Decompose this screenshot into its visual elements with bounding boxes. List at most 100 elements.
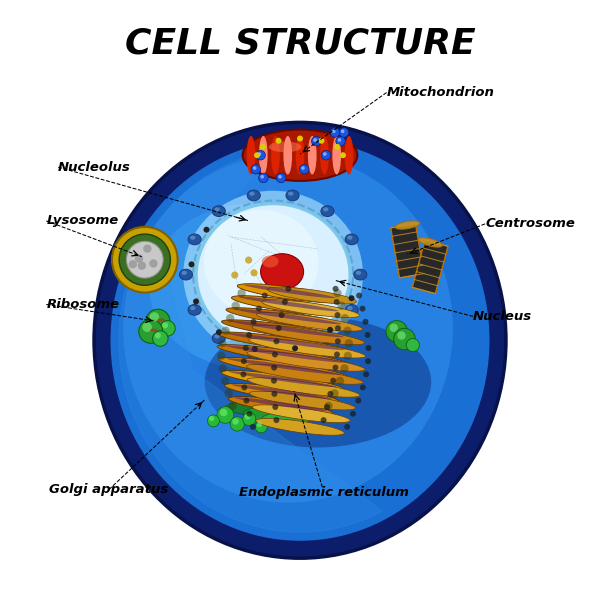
Ellipse shape xyxy=(226,400,297,416)
Ellipse shape xyxy=(238,284,342,303)
Circle shape xyxy=(209,416,214,421)
Circle shape xyxy=(193,298,199,304)
Circle shape xyxy=(341,130,344,133)
Ellipse shape xyxy=(205,316,431,448)
Circle shape xyxy=(331,389,338,398)
Circle shape xyxy=(271,365,277,371)
Ellipse shape xyxy=(179,269,193,280)
Ellipse shape xyxy=(247,349,260,359)
Ellipse shape xyxy=(345,304,358,315)
Ellipse shape xyxy=(418,238,442,247)
Ellipse shape xyxy=(354,269,367,280)
Ellipse shape xyxy=(283,136,292,174)
Circle shape xyxy=(343,327,352,335)
Circle shape xyxy=(231,272,238,279)
Text: Lysosome: Lysosome xyxy=(46,214,119,227)
Ellipse shape xyxy=(269,141,301,152)
Ellipse shape xyxy=(217,344,352,367)
Circle shape xyxy=(221,377,229,385)
Text: Mitochondrion: Mitochondrion xyxy=(386,86,494,99)
Ellipse shape xyxy=(252,405,350,423)
Circle shape xyxy=(220,409,227,416)
Circle shape xyxy=(272,404,278,410)
Ellipse shape xyxy=(232,384,332,399)
Ellipse shape xyxy=(226,307,349,329)
Circle shape xyxy=(250,424,256,430)
Circle shape xyxy=(301,167,305,170)
Ellipse shape xyxy=(226,358,341,375)
Circle shape xyxy=(340,152,346,158)
Ellipse shape xyxy=(250,391,355,410)
Ellipse shape xyxy=(238,297,339,311)
Circle shape xyxy=(217,407,234,423)
Circle shape xyxy=(335,312,341,318)
Circle shape xyxy=(325,402,332,410)
Ellipse shape xyxy=(288,192,293,196)
Circle shape xyxy=(313,138,317,141)
Circle shape xyxy=(257,421,262,427)
Circle shape xyxy=(241,384,247,390)
Ellipse shape xyxy=(212,206,226,217)
Ellipse shape xyxy=(150,328,157,332)
Ellipse shape xyxy=(242,130,358,181)
Ellipse shape xyxy=(204,210,319,315)
Ellipse shape xyxy=(252,325,365,344)
Circle shape xyxy=(344,339,353,347)
Ellipse shape xyxy=(286,190,299,201)
Ellipse shape xyxy=(323,334,328,338)
Circle shape xyxy=(335,338,341,344)
Ellipse shape xyxy=(218,358,349,379)
Circle shape xyxy=(229,402,237,410)
Circle shape xyxy=(365,345,371,351)
Circle shape xyxy=(217,352,226,360)
Circle shape xyxy=(333,289,341,297)
Ellipse shape xyxy=(262,300,359,318)
Circle shape xyxy=(221,327,230,335)
Ellipse shape xyxy=(332,136,341,174)
Circle shape xyxy=(160,321,175,336)
Ellipse shape xyxy=(110,140,490,541)
Ellipse shape xyxy=(347,235,353,239)
Circle shape xyxy=(232,301,240,310)
Circle shape xyxy=(327,327,333,333)
Circle shape xyxy=(336,136,346,146)
Ellipse shape xyxy=(308,136,317,174)
Circle shape xyxy=(320,417,326,423)
Circle shape xyxy=(349,296,355,301)
Ellipse shape xyxy=(214,334,220,338)
Circle shape xyxy=(277,173,286,183)
Circle shape xyxy=(350,411,356,417)
Ellipse shape xyxy=(157,318,164,321)
Ellipse shape xyxy=(249,350,254,354)
Ellipse shape xyxy=(321,206,334,217)
Circle shape xyxy=(146,309,170,333)
Ellipse shape xyxy=(260,254,304,290)
Ellipse shape xyxy=(347,306,353,310)
Ellipse shape xyxy=(247,136,256,174)
Circle shape xyxy=(256,150,265,160)
Circle shape xyxy=(278,312,284,318)
Circle shape xyxy=(332,286,338,292)
Circle shape xyxy=(292,345,298,351)
Ellipse shape xyxy=(229,321,344,337)
Text: Ribosome: Ribosome xyxy=(46,298,119,311)
Circle shape xyxy=(257,152,261,156)
Circle shape xyxy=(344,352,352,360)
Circle shape xyxy=(323,152,326,156)
Circle shape xyxy=(137,261,146,270)
Circle shape xyxy=(339,128,349,137)
Ellipse shape xyxy=(188,304,201,315)
Ellipse shape xyxy=(212,333,226,343)
Circle shape xyxy=(328,391,334,397)
Ellipse shape xyxy=(247,351,365,371)
Circle shape xyxy=(299,165,309,174)
Ellipse shape xyxy=(247,378,360,397)
Ellipse shape xyxy=(214,207,220,211)
Text: Golgi apparatus: Golgi apparatus xyxy=(49,483,169,496)
Circle shape xyxy=(365,332,371,338)
Circle shape xyxy=(332,365,338,371)
Circle shape xyxy=(226,314,235,322)
Circle shape xyxy=(386,321,407,342)
Ellipse shape xyxy=(190,235,196,239)
Circle shape xyxy=(203,227,209,233)
